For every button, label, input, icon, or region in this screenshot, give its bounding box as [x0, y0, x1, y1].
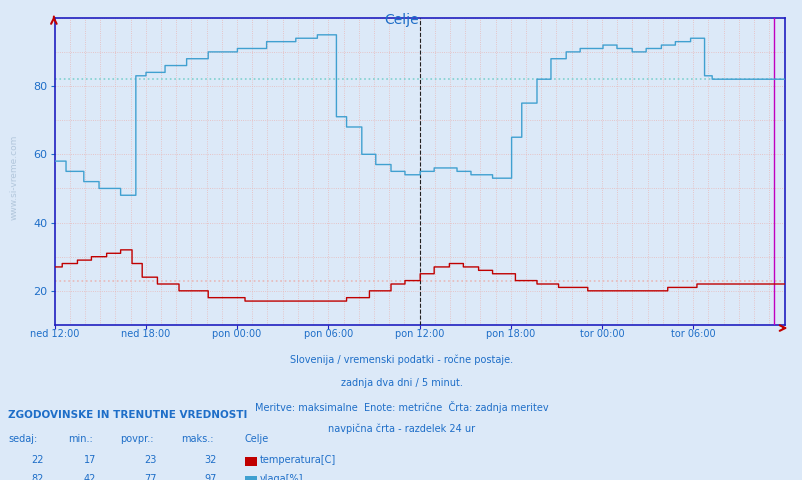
Text: 22: 22: [31, 455, 44, 465]
Text: navpična črta - razdelek 24 ur: navpična črta - razdelek 24 ur: [327, 424, 475, 434]
Text: 97: 97: [205, 474, 217, 480]
Text: tor 00:00: tor 00:00: [579, 329, 624, 339]
Text: 82: 82: [32, 474, 44, 480]
Text: ned 18:00: ned 18:00: [121, 329, 170, 339]
Text: temperatura[C]: temperatura[C]: [259, 455, 335, 465]
Text: pon 00:00: pon 00:00: [213, 329, 261, 339]
Text: povpr.:: povpr.:: [120, 434, 154, 444]
Text: 42: 42: [84, 474, 96, 480]
Text: 23: 23: [144, 455, 156, 465]
Text: sedaj:: sedaj:: [8, 434, 37, 444]
Text: 17: 17: [84, 455, 96, 465]
Text: Celje: Celje: [245, 434, 269, 444]
Text: pon 12:00: pon 12:00: [395, 329, 444, 339]
Text: zadnja dva dni / 5 minut.: zadnja dva dni / 5 minut.: [340, 378, 462, 388]
Text: 77: 77: [144, 474, 156, 480]
Text: www.si-vreme.com: www.si-vreme.com: [10, 135, 18, 220]
Text: maks.:: maks.:: [180, 434, 213, 444]
Text: Meritve: maksimalne  Enote: metrične  Črta: zadnja meritev: Meritve: maksimalne Enote: metrične Črta…: [254, 401, 548, 413]
Text: 32: 32: [205, 455, 217, 465]
Text: pon 06:00: pon 06:00: [303, 329, 353, 339]
Text: ZGODOVINSKE IN TRENUTNE VREDNOSTI: ZGODOVINSKE IN TRENUTNE VREDNOSTI: [8, 410, 247, 420]
Text: ned 12:00: ned 12:00: [30, 329, 79, 339]
Text: vlaga[%]: vlaga[%]: [259, 474, 302, 480]
Text: Slovenija / vremenski podatki - ročne postaje.: Slovenija / vremenski podatki - ročne po…: [290, 355, 512, 365]
Text: tor 06:00: tor 06:00: [670, 329, 715, 339]
Text: Celje: Celje: [383, 13, 419, 27]
Text: min.:: min.:: [68, 434, 93, 444]
Text: pon 18:00: pon 18:00: [485, 329, 535, 339]
